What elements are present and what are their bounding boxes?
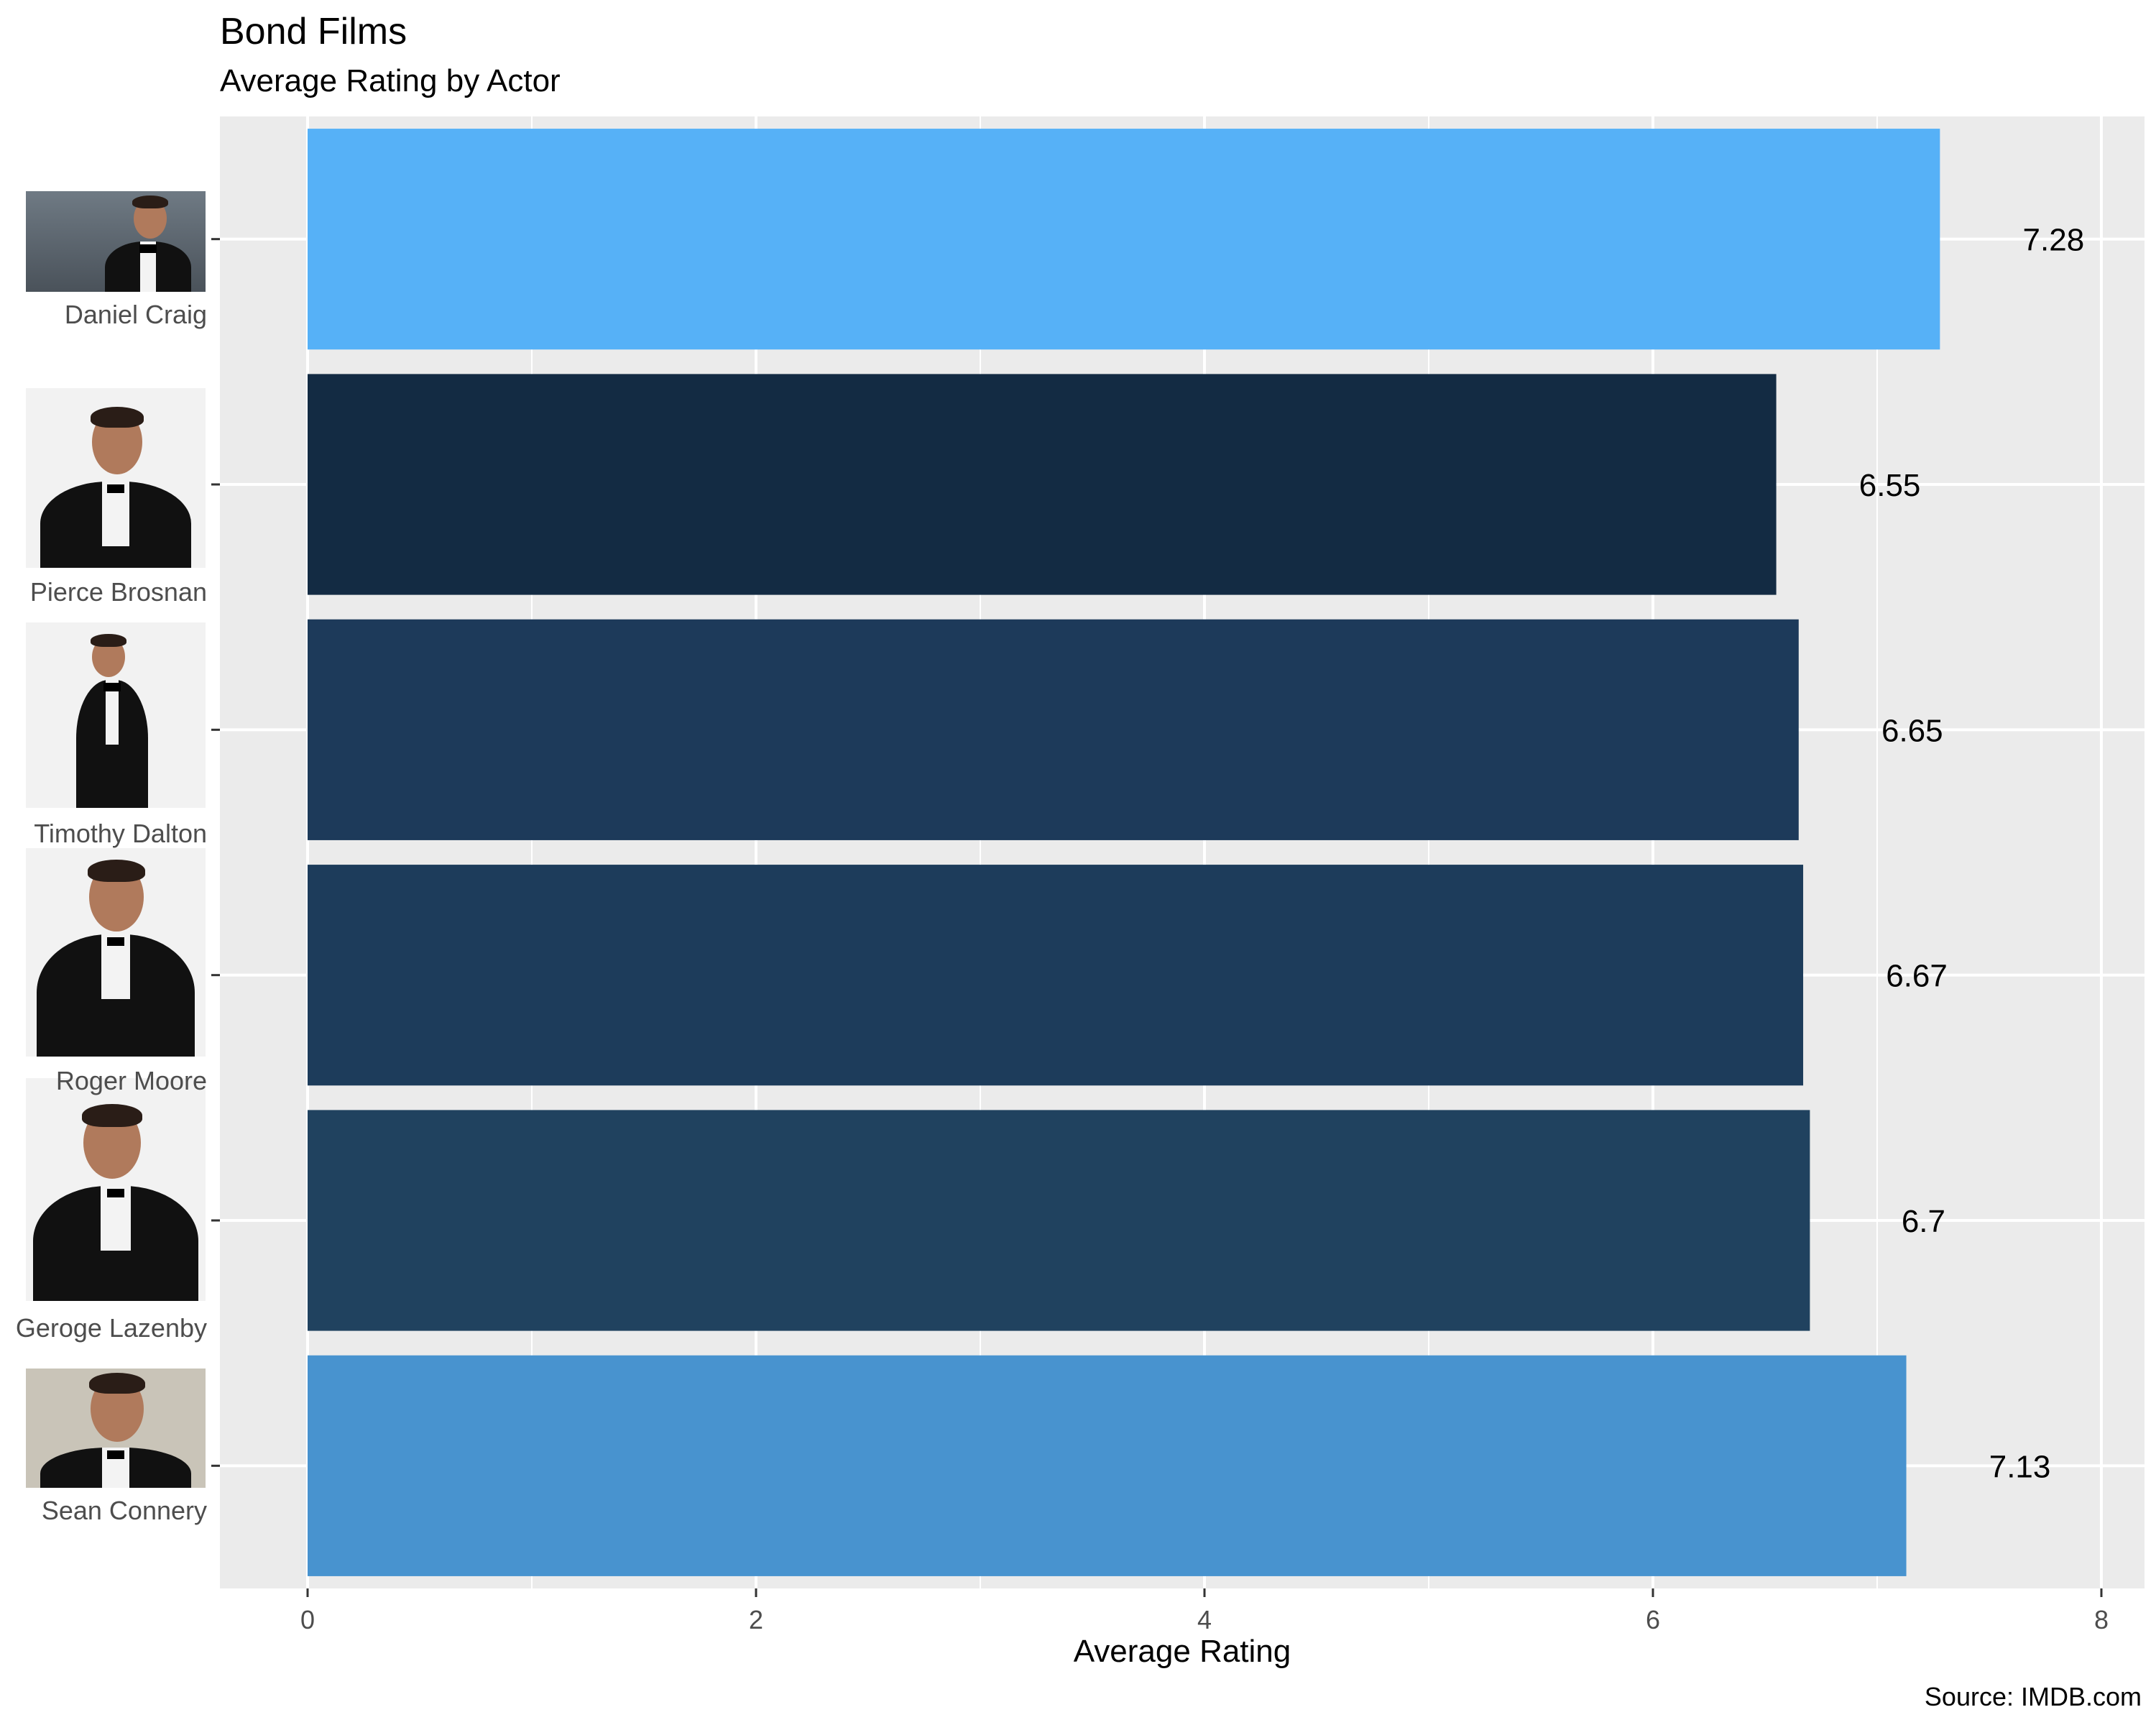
x-tick-label: 8 xyxy=(2094,1605,2109,1634)
bar-sean-connery xyxy=(308,1355,1907,1576)
bar-geroge-lazenby xyxy=(308,1110,1810,1331)
value-label: 7.28 xyxy=(2023,223,2085,258)
y-tick-label: Timothy Dalton xyxy=(34,819,207,848)
y-tick-label: Pierce Brosnan xyxy=(30,577,207,607)
value-label: 6.7 xyxy=(1902,1204,1945,1239)
chart-caption: Source: IMDB.com xyxy=(1924,1682,2142,1711)
chart-subtitle: Average Rating by Actor xyxy=(220,63,561,98)
sean-connery-photo xyxy=(26,1368,206,1488)
x-axis-title: Average Rating xyxy=(1074,1634,1291,1669)
x-tick-label: 6 xyxy=(1646,1605,1660,1634)
daniel-craig-photo xyxy=(26,191,206,292)
value-label: 7.13 xyxy=(1989,1449,2051,1484)
y-tick-label: Geroge Lazenby xyxy=(16,1313,207,1343)
y-tick-label: Sean Connery xyxy=(42,1496,207,1525)
chart-title: Bond Films xyxy=(220,11,407,52)
roger-moore-photo xyxy=(26,848,206,1057)
bar-daniel-craig xyxy=(308,129,1940,350)
x-tick-label: 2 xyxy=(749,1605,763,1634)
timothy-dalton-photo xyxy=(26,622,206,808)
pierce-brosnan-photo xyxy=(26,388,206,568)
bar-pierce-brosnan xyxy=(308,374,1777,595)
x-tick-label: 0 xyxy=(300,1605,315,1634)
geroge-lazenby-photo xyxy=(26,1078,206,1301)
y-tick-label: Roger Moore xyxy=(56,1066,207,1095)
value-label: 6.55 xyxy=(1859,468,1921,503)
bar-roger-moore xyxy=(308,865,1804,1086)
value-label: 6.67 xyxy=(1886,959,1948,994)
y-tick-label: Daniel Craig xyxy=(65,300,207,329)
plot-panel xyxy=(220,116,2145,1588)
bar-timothy-dalton xyxy=(308,619,1799,840)
x-tick-label: 4 xyxy=(1197,1605,1212,1634)
value-label: 6.65 xyxy=(1881,713,1943,748)
